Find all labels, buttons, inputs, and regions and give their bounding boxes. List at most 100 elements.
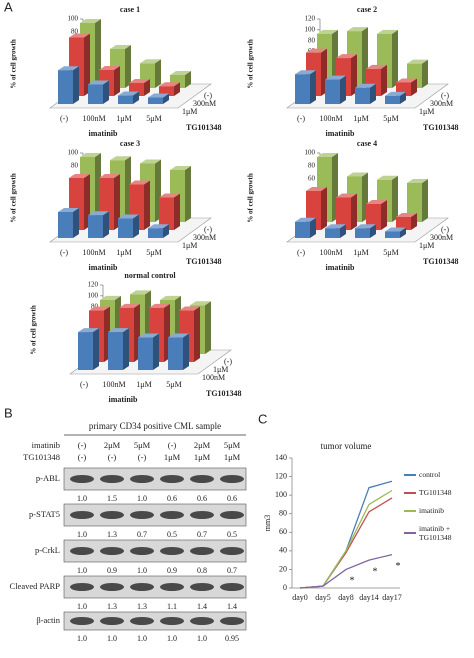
- line: [299, 497, 393, 589]
- blot-header: primary CD34 positive CML sample: [89, 421, 221, 431]
- bar-top: [129, 79, 150, 83]
- legend-item: imatinib: [404, 506, 472, 515]
- depth-label: 1μM: [182, 107, 197, 116]
- bar-top: [129, 180, 150, 185]
- x-tick-label: (-): [60, 248, 68, 257]
- legend-label: imatinib + TG101348: [419, 524, 452, 542]
- lane-label: (-): [168, 440, 177, 450]
- lane-label: (-): [78, 452, 87, 462]
- quantification: 0.6: [197, 494, 207, 503]
- depth-label: (-): [204, 91, 212, 100]
- band: [70, 547, 94, 555]
- x-tick-label: 100nM: [82, 248, 105, 257]
- bar-top: [100, 295, 121, 300]
- quantification: 0.6: [227, 494, 237, 503]
- depth-label: 1μM: [182, 241, 197, 250]
- annotation: *: [396, 561, 401, 572]
- bar-top: [110, 45, 131, 49]
- bar: [355, 87, 370, 104]
- bar-top: [69, 33, 90, 38]
- y-tick-label: 80: [71, 28, 79, 36]
- blot-label: p-ABL: [36, 473, 60, 483]
- bar-side: [340, 224, 346, 238]
- bar-top: [325, 75, 346, 80]
- bar: [366, 204, 381, 230]
- x-tick-label: 5μM: [383, 114, 398, 123]
- quantification: 1.4: [197, 602, 207, 611]
- bar-side: [340, 75, 346, 104]
- bar-top: [385, 227, 406, 232]
- band: [190, 547, 214, 555]
- y-tick-label: 100: [275, 490, 287, 499]
- bar-side: [174, 193, 180, 230]
- quantification: 1.3: [107, 530, 117, 539]
- line: [299, 553, 393, 589]
- bar-top: [170, 166, 191, 170]
- x-tick-label: (-): [60, 114, 68, 123]
- bar-side: [183, 333, 189, 370]
- bar-top: [130, 290, 151, 295]
- quantification: 1.0: [77, 602, 87, 611]
- x-tick-label: day0: [292, 593, 308, 602]
- depth-label: 300nM: [193, 99, 216, 108]
- quantification: 1.0: [137, 566, 147, 575]
- x-tick-label: (-): [80, 380, 88, 389]
- z-axis-label: TG101348: [186, 123, 222, 132]
- legend-item: control: [404, 470, 472, 479]
- quantification: 1.3: [137, 602, 147, 611]
- quantification: 1.0: [107, 634, 117, 643]
- bar-top: [80, 153, 101, 157]
- band: [190, 583, 214, 591]
- panel-label: B: [4, 405, 13, 420]
- bar-top: [168, 333, 189, 338]
- bar-top: [99, 174, 120, 178]
- band: [190, 475, 214, 483]
- band: [130, 511, 154, 519]
- blot-label: Cleaved PARP: [10, 581, 61, 591]
- y-axis-label: % of cell growth: [247, 173, 255, 223]
- annotation: *: [373, 566, 378, 577]
- bar-side: [93, 328, 99, 370]
- lane-label: 1μM: [224, 452, 241, 462]
- bar-top: [160, 295, 181, 300]
- bar-side: [310, 217, 316, 238]
- lane-label: 1μM: [164, 452, 181, 462]
- blot-label: β-actin: [36, 615, 60, 625]
- bar: [396, 217, 411, 230]
- x-tick-label: (-): [297, 248, 305, 257]
- x-tick-label: 5μM: [146, 114, 161, 123]
- legend-label: TG101348: [419, 488, 452, 497]
- bar-top: [385, 91, 406, 96]
- lane-label: 2μM: [104, 440, 121, 450]
- quantification: 1.5: [107, 494, 117, 503]
- bar-side: [321, 187, 327, 230]
- bar-top: [347, 172, 368, 177]
- y-tick-label: 100: [305, 149, 316, 157]
- bar-top: [407, 179, 428, 183]
- z-axis-label: TG101348: [186, 257, 222, 266]
- x-tick-label: day8: [338, 593, 354, 602]
- x-axis-label: imatinib: [109, 395, 138, 404]
- bar-side: [185, 71, 191, 88]
- bar-side: [163, 93, 169, 104]
- bar-top: [396, 78, 417, 83]
- quantification: 1.0: [137, 494, 147, 503]
- bar: [385, 231, 400, 238]
- quantification: 1.0: [197, 634, 207, 643]
- x-tick-label: day17: [382, 593, 402, 602]
- depth-label: (-): [441, 225, 449, 234]
- bar-top: [118, 214, 139, 219]
- z-axis-label: TG101348: [423, 257, 459, 266]
- band: [220, 547, 244, 555]
- y-axis-label: % of cell growth: [10, 173, 18, 223]
- bar: [118, 95, 133, 104]
- lane-label: 2μM: [194, 440, 211, 450]
- bar-side: [144, 79, 150, 96]
- bar-top: [377, 29, 398, 34]
- bar-top: [190, 301, 211, 306]
- x-tick-label: day14: [359, 593, 379, 602]
- bar-top: [306, 187, 327, 191]
- y-tick-label: 100: [68, 149, 79, 157]
- bar: [159, 197, 174, 230]
